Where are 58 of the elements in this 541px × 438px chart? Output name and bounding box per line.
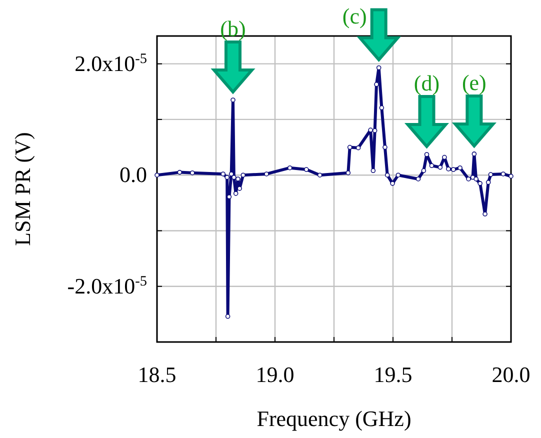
point xyxy=(232,174,236,180)
x-tick-label: 19.0 xyxy=(256,362,294,387)
point xyxy=(190,170,195,176)
annotation: (d) xyxy=(414,70,440,96)
point xyxy=(438,164,443,170)
point xyxy=(264,172,269,176)
point xyxy=(478,181,482,186)
point xyxy=(379,105,384,110)
point xyxy=(446,166,451,172)
point xyxy=(236,176,240,182)
point xyxy=(396,172,401,178)
x-axis-title: Frequency (GHz) xyxy=(256,406,412,431)
point xyxy=(508,174,514,179)
point xyxy=(220,172,226,176)
point xyxy=(154,172,160,178)
point xyxy=(347,144,352,150)
y-tick-label: 2.0x10$^{-5}$ xyxy=(74,50,147,76)
point xyxy=(177,170,182,175)
annotation: (b) xyxy=(220,16,246,41)
x-tick-label: 20.0 xyxy=(492,362,530,387)
point xyxy=(488,172,494,177)
point xyxy=(384,172,390,178)
x-tick-label: 19.5 xyxy=(374,362,412,387)
point xyxy=(382,144,388,150)
point xyxy=(372,128,378,133)
point xyxy=(304,167,309,172)
point xyxy=(370,168,376,174)
point xyxy=(368,128,373,132)
annotation: (e) xyxy=(462,70,486,95)
point xyxy=(230,98,236,102)
y-tick-label: 0.0 xyxy=(120,162,147,188)
point xyxy=(486,180,491,185)
point xyxy=(421,168,426,174)
point xyxy=(317,172,322,178)
point xyxy=(451,167,456,172)
point xyxy=(287,165,292,170)
point xyxy=(356,145,361,150)
point xyxy=(429,163,434,168)
point xyxy=(500,172,506,176)
point xyxy=(376,65,382,70)
point xyxy=(233,191,238,196)
point xyxy=(416,176,421,182)
point xyxy=(424,152,430,157)
point xyxy=(466,176,471,182)
x-tick-label: 18.5 xyxy=(138,362,176,387)
y-axis-title: LSM PR (V) xyxy=(10,132,35,246)
point xyxy=(458,165,462,170)
point xyxy=(346,170,351,176)
point xyxy=(237,186,242,191)
point xyxy=(374,82,379,87)
point xyxy=(224,174,230,180)
y-tick-label: -2.0x10$^{-5}$ xyxy=(67,273,147,298)
point xyxy=(390,181,395,186)
point xyxy=(474,176,478,182)
annotation: (c) xyxy=(342,4,367,29)
point xyxy=(225,314,230,319)
point xyxy=(472,152,477,156)
point xyxy=(482,212,488,216)
